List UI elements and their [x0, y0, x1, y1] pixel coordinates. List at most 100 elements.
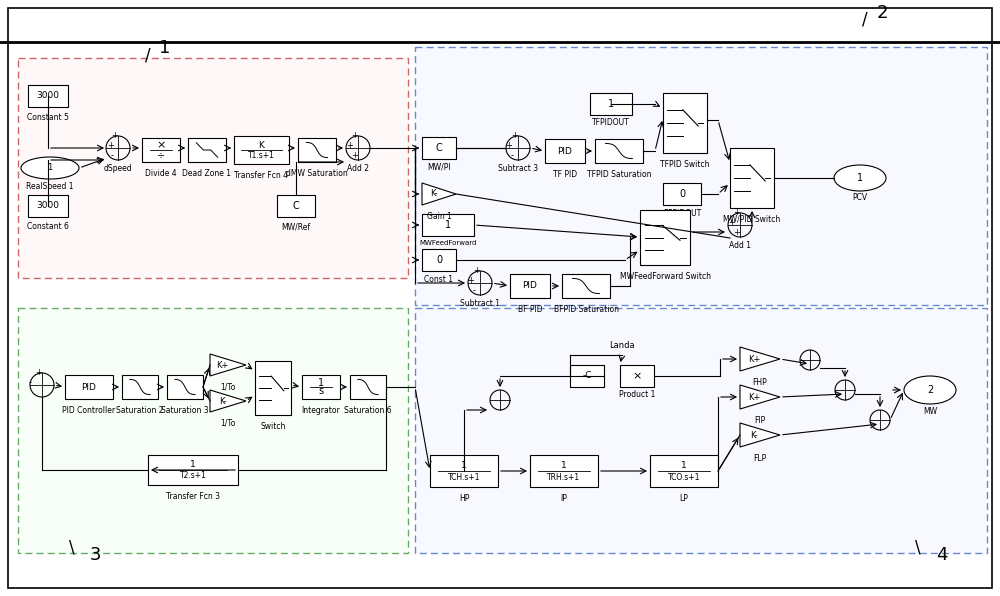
FancyBboxPatch shape	[663, 183, 701, 205]
FancyBboxPatch shape	[422, 214, 474, 236]
Text: +: +	[111, 131, 118, 140]
Polygon shape	[210, 354, 246, 376]
Text: TF PID: TF PID	[553, 170, 577, 179]
Text: 1: 1	[445, 220, 451, 230]
Text: -: -	[111, 151, 114, 160]
Text: MWFeedForward: MWFeedForward	[419, 240, 477, 246]
Text: 2: 2	[876, 4, 888, 22]
FancyBboxPatch shape	[663, 93, 707, 153]
Text: Switch: Switch	[260, 422, 286, 431]
Text: 1: 1	[47, 163, 53, 172]
Text: BFPIDOUT: BFPIDOUT	[663, 209, 701, 218]
Text: Gain 1: Gain 1	[427, 212, 451, 221]
Text: T2.s+1: T2.s+1	[180, 471, 206, 480]
Text: Integrator: Integrator	[302, 406, 340, 415]
Text: C: C	[293, 201, 299, 211]
FancyBboxPatch shape	[730, 148, 774, 208]
Text: K-: K-	[430, 190, 438, 198]
Text: Landa: Landa	[609, 340, 635, 349]
Text: +: +	[351, 131, 358, 140]
Text: LP: LP	[680, 494, 688, 503]
Text: BFPID Saturation: BFPID Saturation	[554, 305, 618, 314]
Text: +: +	[511, 131, 518, 140]
Polygon shape	[210, 390, 246, 412]
Text: \: \	[915, 539, 921, 557]
Polygon shape	[740, 385, 780, 409]
Text: dSpeed: dSpeed	[104, 164, 132, 173]
Polygon shape	[740, 347, 780, 371]
Text: 2: 2	[927, 385, 933, 395]
Text: Constant 6: Constant 6	[27, 222, 69, 231]
Text: K+: K+	[748, 393, 760, 402]
Text: 1: 1	[461, 461, 467, 470]
FancyBboxPatch shape	[255, 361, 291, 415]
FancyBboxPatch shape	[415, 308, 987, 553]
FancyBboxPatch shape	[570, 365, 604, 387]
FancyBboxPatch shape	[562, 274, 610, 298]
Text: TFPIDOUT: TFPIDOUT	[592, 118, 630, 127]
FancyBboxPatch shape	[28, 85, 68, 107]
FancyBboxPatch shape	[530, 455, 598, 487]
FancyBboxPatch shape	[510, 274, 550, 298]
Text: +: +	[728, 218, 735, 227]
Text: FLP: FLP	[753, 454, 767, 463]
Text: ×: ×	[156, 141, 166, 151]
FancyBboxPatch shape	[595, 139, 643, 163]
Text: ×: ×	[632, 371, 642, 381]
Text: 1/To: 1/To	[220, 419, 236, 428]
Text: TRH.s+1: TRH.s+1	[547, 473, 581, 482]
Text: Const 1: Const 1	[424, 275, 454, 284]
FancyBboxPatch shape	[234, 136, 289, 164]
Text: Saturation 2: Saturation 2	[116, 406, 164, 415]
Text: Subtract 3: Subtract 3	[498, 164, 538, 173]
Text: 3000: 3000	[36, 92, 60, 101]
Text: Subtract 1: Subtract 1	[460, 299, 500, 308]
Text: Product 1: Product 1	[619, 390, 655, 399]
Text: K+: K+	[748, 355, 760, 364]
Text: PID: PID	[558, 147, 572, 156]
Text: -: -	[511, 151, 514, 160]
Text: Constant 5: Constant 5	[27, 113, 69, 122]
Text: 1: 1	[681, 461, 687, 470]
Text: C: C	[436, 143, 442, 153]
Text: FIP: FIP	[754, 416, 766, 425]
Text: +: +	[467, 276, 474, 285]
Text: /: /	[862, 11, 868, 29]
FancyBboxPatch shape	[350, 375, 386, 399]
Text: BF PID: BF PID	[518, 305, 542, 314]
Text: +: +	[473, 266, 480, 275]
Text: 1: 1	[159, 39, 171, 57]
Text: 1: 1	[561, 461, 567, 470]
Text: ÷: ÷	[157, 150, 165, 160]
Polygon shape	[422, 183, 456, 205]
FancyBboxPatch shape	[545, 139, 585, 163]
Text: TFPID Saturation: TFPID Saturation	[587, 170, 651, 179]
Text: 1: 1	[857, 173, 863, 183]
Text: PCV: PCV	[852, 193, 868, 202]
Text: K+: K+	[216, 361, 229, 370]
FancyBboxPatch shape	[298, 138, 336, 162]
FancyBboxPatch shape	[188, 138, 226, 162]
Text: Add 1: Add 1	[729, 241, 751, 250]
FancyBboxPatch shape	[640, 210, 690, 265]
Text: MW/PI: MW/PI	[427, 163, 451, 172]
Ellipse shape	[21, 157, 79, 179]
FancyBboxPatch shape	[148, 455, 238, 485]
FancyBboxPatch shape	[122, 375, 158, 399]
Text: +: +	[346, 141, 353, 150]
FancyBboxPatch shape	[167, 375, 203, 399]
FancyBboxPatch shape	[590, 93, 632, 115]
FancyBboxPatch shape	[18, 308, 408, 553]
Text: PID: PID	[523, 281, 537, 290]
FancyBboxPatch shape	[277, 195, 315, 217]
Text: Saturation 6: Saturation 6	[344, 406, 392, 415]
Text: Saturation 3: Saturation 3	[161, 406, 209, 415]
Text: T1.s+1: T1.s+1	[248, 151, 275, 160]
Text: 1/To: 1/To	[220, 383, 236, 392]
FancyBboxPatch shape	[28, 195, 68, 217]
Text: Add 2: Add 2	[347, 164, 369, 173]
Text: dMW Saturation: dMW Saturation	[286, 169, 348, 178]
Ellipse shape	[834, 165, 886, 191]
Text: PID Controller: PID Controller	[62, 406, 116, 415]
Text: PID: PID	[82, 383, 96, 392]
